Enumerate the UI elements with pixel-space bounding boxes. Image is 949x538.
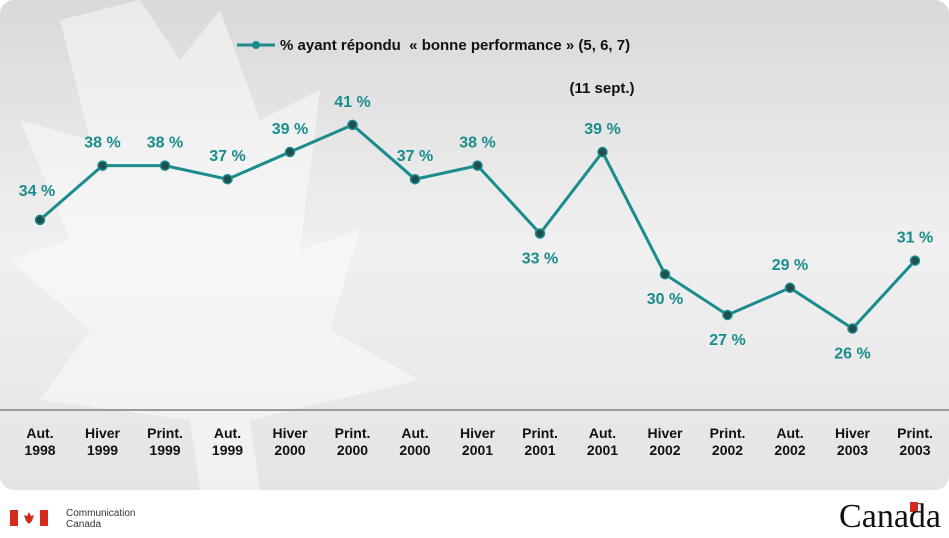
wordmark-flag — [910, 502, 918, 512]
marker — [534, 228, 546, 239]
data-label: 39 % — [272, 121, 308, 138]
data-label: 29 % — [772, 257, 808, 274]
marker — [659, 268, 671, 280]
x-tick-label: Hiver 2001 — [459, 425, 496, 458]
data-label: 30 % — [647, 291, 683, 308]
x-tick-label: Hiver 2000 — [272, 425, 308, 458]
marker — [409, 173, 421, 185]
flag-right — [40, 510, 48, 526]
data-label: 38 % — [459, 135, 495, 152]
data-label: 27 % — [709, 332, 745, 349]
x-tick-label: Print. 2000 — [334, 425, 371, 458]
legend-marker — [252, 41, 260, 49]
x-tick-label: Hiver 2002 — [647, 425, 683, 458]
maple-leaf — [10, 0, 420, 490]
panel — [0, 0, 949, 490]
x-tick-label: Print. 2003 — [897, 425, 933, 458]
marker — [284, 146, 296, 158]
marker — [909, 255, 921, 266]
marker — [34, 214, 46, 226]
data-label: 34 % — [19, 183, 55, 200]
marker — [784, 282, 796, 294]
data-label: 37 % — [397, 148, 433, 165]
x-tick-label: Aut. 1998 — [24, 425, 56, 458]
marker — [159, 160, 171, 171]
data-label: 38 % — [84, 135, 120, 152]
data-label: 31 % — [897, 230, 933, 247]
x-tick-label: Aut. 2000 — [399, 425, 431, 458]
x-tick-label: Print. 1999 — [147, 425, 183, 458]
marker — [222, 173, 233, 185]
data-label: 41 % — [334, 94, 370, 111]
x-tick-label: Hiver 2003 — [834, 425, 871, 458]
marker — [722, 309, 733, 321]
data-label: 33 % — [522, 251, 558, 268]
data-label: 38 % — [147, 135, 183, 152]
marker — [597, 146, 608, 158]
marker — [847, 323, 858, 334]
marker — [472, 160, 483, 171]
data-label: 39 % — [584, 121, 620, 138]
x-tick-label: Aut. 2002 — [774, 425, 806, 458]
wordmark: Canada — [839, 498, 941, 535]
x-tick-label: Print. 2002 — [709, 425, 746, 458]
department: Communication Canada — [66, 508, 136, 530]
flag-left — [10, 510, 18, 526]
x-tick-label: Aut. 2001 — [586, 425, 619, 458]
legend-label: % ayant répondu « bonne performance » (5… — [280, 37, 630, 54]
x-tick-label: Print. 2001 — [522, 425, 558, 458]
x-tick-label: Hiver 1999 — [84, 425, 121, 458]
x-tick-label: Aut. 1999 — [211, 425, 244, 458]
annotation: (11 sept.) — [569, 80, 634, 97]
marker — [347, 119, 358, 131]
flag-leaf — [24, 512, 34, 524]
data-label: 26 % — [834, 346, 870, 363]
data-label: 37 % — [209, 148, 245, 165]
marker — [97, 160, 108, 171]
